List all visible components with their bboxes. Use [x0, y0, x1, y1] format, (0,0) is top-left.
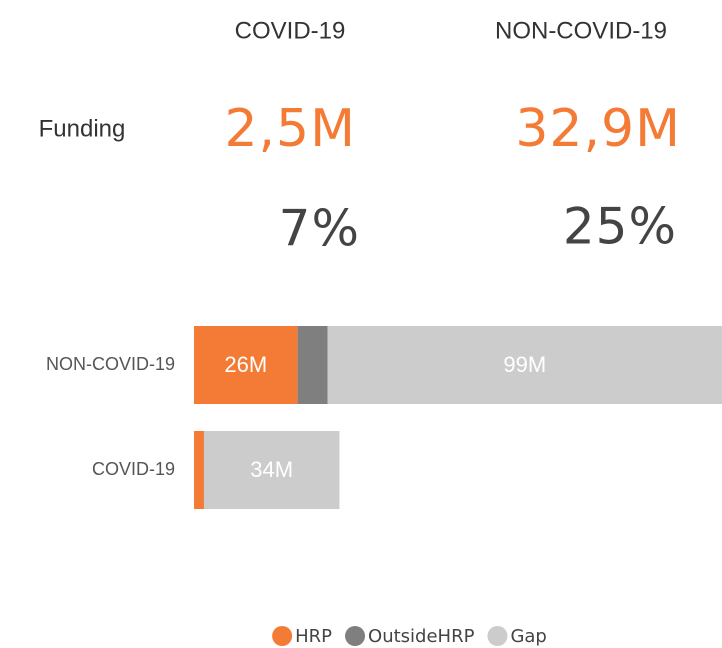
- category-label: COVID-19: [92, 459, 175, 479]
- bar-segment: [203, 431, 340, 509]
- value-label: 26M: [224, 352, 267, 377]
- legend-swatch: [345, 626, 366, 646]
- funding-amount: 32,9M: [515, 99, 681, 159]
- column-header: COVID-19: [235, 17, 346, 44]
- bar-segment: [327, 326, 722, 404]
- value-label: 99M: [503, 352, 546, 377]
- funding-amount: 2,5M: [224, 99, 356, 159]
- column-header: NON-COVID-19: [495, 17, 667, 44]
- legend-swatch: [272, 626, 293, 646]
- funding-percent: 25%: [563, 198, 677, 256]
- legend-label: Gap: [510, 626, 546, 647]
- value-label: 34M: [250, 457, 293, 482]
- bar-segment: [194, 326, 298, 404]
- bar-segment: [194, 431, 204, 509]
- bar-segment: [297, 326, 328, 404]
- legend-label: HRP: [295, 626, 332, 647]
- legend-swatch: [487, 626, 508, 646]
- row-label: Funding: [39, 115, 126, 142]
- category-label: NON-COVID-19: [46, 354, 175, 374]
- legend-label: OutsideHRP: [368, 626, 475, 647]
- funding-percent: 7%: [279, 200, 360, 258]
